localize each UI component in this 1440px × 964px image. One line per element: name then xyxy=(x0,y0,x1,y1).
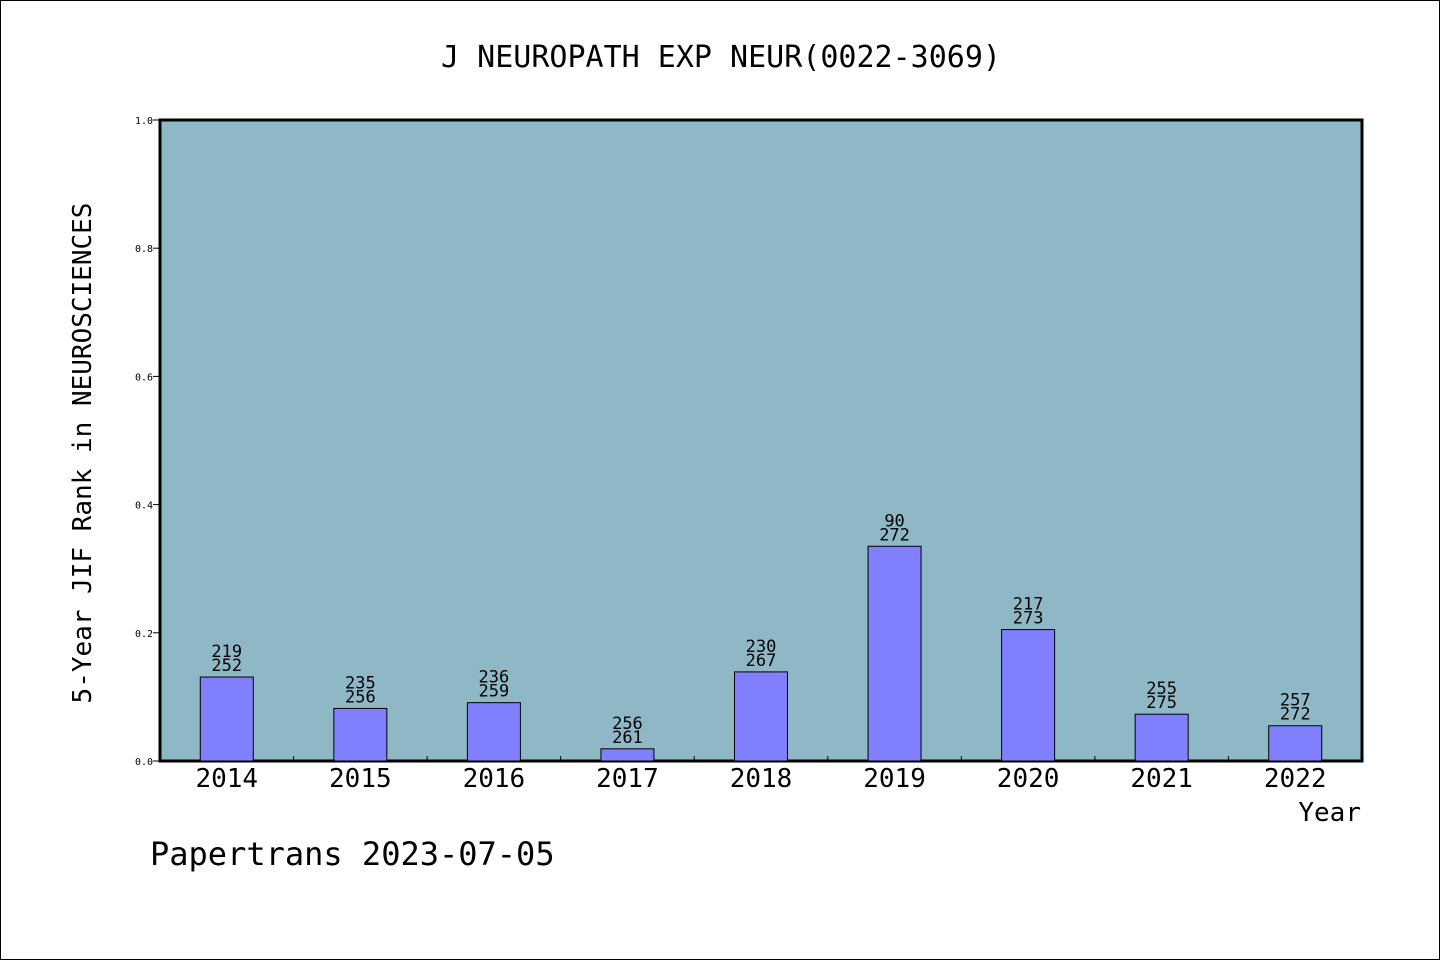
x-tick-label: 2015 xyxy=(329,764,392,794)
bar-2022 xyxy=(1268,725,1323,762)
bar-total-label: 259 xyxy=(479,682,510,702)
bar-rank-label: 219 xyxy=(211,642,242,662)
plot-area xyxy=(158,118,1364,763)
bar-rank-label: 236 xyxy=(479,668,510,688)
bar-2016 xyxy=(466,702,521,762)
x-tick-label: 2018 xyxy=(730,764,793,794)
bar-total-label: 273 xyxy=(1013,609,1044,629)
bar-total-label: 272 xyxy=(879,525,910,545)
y-tick-label: 0.4 xyxy=(135,501,153,512)
bar-total-label: 267 xyxy=(746,651,777,671)
bar-total-label: 275 xyxy=(1146,693,1177,713)
y-tick-label: 0.6 xyxy=(135,372,153,383)
bar-total-label: 252 xyxy=(211,656,242,676)
x-tick-label: 2019 xyxy=(863,764,926,794)
bar-rank-label: 257 xyxy=(1280,691,1311,711)
bar-2017 xyxy=(600,748,655,762)
y-tick-label: 1.0 xyxy=(135,116,153,127)
bar-total-label: 261 xyxy=(612,728,643,748)
bar-rank-label: 90 xyxy=(884,511,904,531)
y-tick-label: 0.8 xyxy=(135,244,153,255)
x-tick-label: 2014 xyxy=(195,764,258,794)
x-tick-label: 2022 xyxy=(1264,764,1327,794)
x-tick-label: 2021 xyxy=(1130,764,1193,794)
bar-2021 xyxy=(1134,713,1189,762)
bar-rank-label: 256 xyxy=(612,714,643,734)
chart-title: J NEUROPATH EXP NEUR(0022-3069) xyxy=(441,40,1001,75)
bar-2020 xyxy=(1001,629,1056,762)
bar-2019 xyxy=(867,545,922,762)
bar-rank-label: 230 xyxy=(746,637,777,657)
bar-rank-label: 235 xyxy=(345,673,376,693)
bar-2014 xyxy=(199,676,254,762)
x-axis-label: Year xyxy=(1298,798,1361,828)
bar-total-label: 272 xyxy=(1280,705,1311,725)
bar-rank-label: 217 xyxy=(1013,595,1044,615)
y-tick-label: 0.0 xyxy=(135,757,153,768)
bar-total-label: 256 xyxy=(345,687,376,707)
x-tick-label: 2017 xyxy=(596,764,659,794)
y-tick-label: 0.2 xyxy=(135,629,153,640)
x-tick-label: 2016 xyxy=(463,764,526,794)
bar-rank-label: 255 xyxy=(1146,679,1177,699)
y-axis-label: 5-Year JIF Rank in NEUROSCIENCES xyxy=(68,203,98,704)
footer-text: Papertrans 2023-07-05 xyxy=(150,835,555,873)
bar-2015 xyxy=(333,707,388,762)
x-tick-label: 2020 xyxy=(997,764,1060,794)
bar-2018 xyxy=(734,671,788,762)
